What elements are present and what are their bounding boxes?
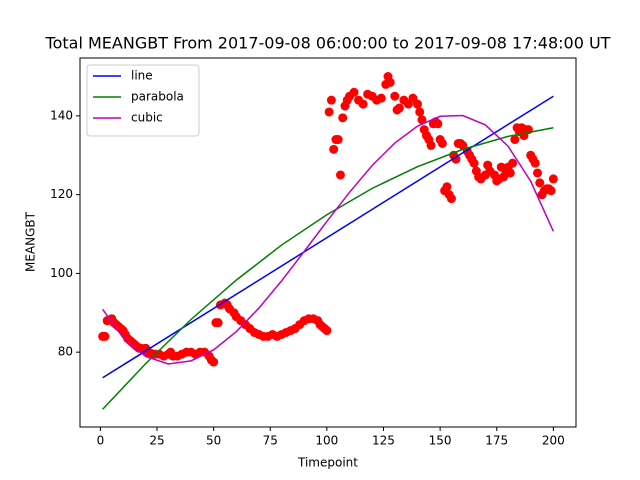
data-point <box>209 357 219 367</box>
data-point <box>329 144 339 154</box>
fit-line <box>102 114 555 365</box>
data-point <box>535 178 545 188</box>
data-point <box>394 103 404 113</box>
legend-label: line <box>131 69 153 83</box>
data-point <box>390 91 400 101</box>
x-tick-label: 175 <box>485 434 508 448</box>
data-point <box>451 154 461 164</box>
x-tick-label: 75 <box>263 434 278 448</box>
data-point <box>213 318 223 328</box>
ticks: 0 25 50 75 100 125 150 175 200 80 100 120 140 <box>50 108 565 447</box>
data-point <box>437 138 447 148</box>
legend-label: cubic <box>131 111 163 125</box>
y-tick-label: 80 <box>58 345 73 359</box>
fit-line <box>102 126 554 410</box>
x-axis-label: Timepoint <box>297 456 358 470</box>
data-point <box>532 168 542 178</box>
data-point <box>442 182 452 192</box>
data-point <box>100 331 110 341</box>
plot-area <box>98 72 558 410</box>
data-point <box>349 87 359 97</box>
data-point <box>508 158 518 168</box>
x-tick-label: 150 <box>429 434 452 448</box>
data-point <box>333 135 343 145</box>
data-point <box>324 107 334 117</box>
y-tick-label: 120 <box>50 187 73 201</box>
data-point <box>426 140 436 150</box>
data-point <box>469 158 479 168</box>
data-point <box>546 186 556 196</box>
y-tick-label: 140 <box>50 108 73 122</box>
x-tick-label: 50 <box>206 434 221 448</box>
x-tick-label: 0 <box>97 434 105 448</box>
data-point <box>335 170 345 180</box>
legend-label: parabola <box>131 90 184 104</box>
axes-frame <box>79 57 577 428</box>
data-point <box>415 107 425 117</box>
data-point <box>322 326 332 336</box>
data-point <box>510 135 520 145</box>
data-point <box>446 194 456 204</box>
data-point <box>530 158 540 168</box>
legend: line parabola cubic <box>86 64 200 137</box>
chart-title: Total MEANGBT From 2017-09-08 06:00:00 t… <box>45 34 611 53</box>
data-point <box>326 95 336 105</box>
data-point <box>376 93 386 103</box>
x-tick-label: 25 <box>149 434 164 448</box>
data-point <box>417 115 427 125</box>
y-axis-label: MEANGBT <box>24 211 38 272</box>
data-point <box>385 77 395 87</box>
fit-line <box>102 95 554 379</box>
x-tick-label: 100 <box>315 434 338 448</box>
y-tick-label: 100 <box>50 266 73 280</box>
data-point <box>358 99 368 109</box>
data-point <box>433 119 443 129</box>
data-point <box>338 113 348 123</box>
data-point <box>412 99 422 109</box>
data-point <box>505 168 515 178</box>
data-point <box>548 174 558 184</box>
x-tick-label: 200 <box>542 434 565 448</box>
x-tick-label: 125 <box>372 434 395 448</box>
